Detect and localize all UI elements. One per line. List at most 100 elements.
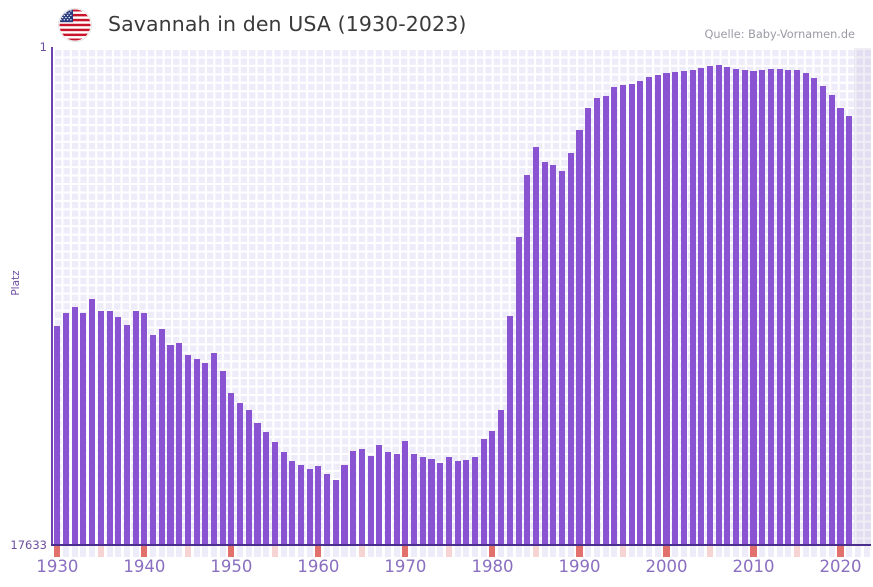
bar — [576, 129, 583, 545]
bar — [802, 72, 809, 545]
x-axis-label: 2010 — [732, 557, 775, 576]
x-axis-tick-minor — [646, 546, 653, 557]
bar — [724, 66, 731, 545]
bar — [63, 313, 70, 545]
bar — [567, 153, 574, 545]
x-axis-tick-minor — [785, 546, 792, 557]
bar — [733, 68, 740, 545]
bar — [384, 451, 392, 545]
x-axis-tick-minor — [706, 546, 714, 557]
x-axis-tick-minor — [106, 546, 113, 557]
x-axis-label: 1970 — [384, 557, 427, 576]
bar — [672, 71, 679, 545]
x-axis-tick-minor — [524, 546, 531, 557]
x-axis-tick-minor — [254, 546, 261, 557]
bar — [437, 462, 444, 545]
x-axis-tick-major — [315, 546, 322, 557]
x-axis-tick-minor — [289, 546, 296, 557]
x-axis-tick-strip — [53, 546, 871, 557]
bar — [680, 70, 687, 545]
x-axis-tick-minor — [341, 546, 348, 557]
x-axis-tick-major — [228, 546, 235, 557]
x-axis-tick-minor — [237, 546, 244, 557]
x-axis-tick-minor — [332, 546, 339, 557]
x-axis-tick-minor — [628, 546, 635, 557]
bar — [158, 329, 165, 545]
x-axis-tick-minor — [863, 546, 870, 557]
bar — [115, 317, 122, 545]
x-axis-tick-minor — [506, 546, 513, 557]
x-axis-tick-minor — [637, 546, 644, 557]
bar — [689, 69, 696, 545]
bar — [463, 459, 470, 545]
bar — [515, 236, 522, 545]
x-axis-tick-minor — [611, 546, 618, 557]
bar — [376, 444, 383, 545]
x-axis-tick-minor — [776, 546, 783, 557]
x-axis-tick-minor — [559, 546, 566, 557]
bar — [245, 409, 252, 545]
x-axis-label: 2020 — [819, 557, 862, 576]
bar — [506, 316, 513, 545]
bar — [150, 335, 157, 545]
x-axis-tick-minor — [219, 546, 226, 557]
bar — [646, 76, 653, 545]
bar — [193, 359, 200, 545]
x-axis-tick-minor — [428, 546, 435, 557]
x-axis-line — [51, 544, 871, 546]
bar — [263, 431, 270, 545]
y-axis-tick-bottom: 17633 — [10, 538, 47, 552]
x-axis-tick-major — [489, 546, 496, 557]
x-axis-tick-minor — [393, 546, 400, 557]
x-axis-tick-minor — [498, 546, 505, 557]
bar — [628, 83, 635, 545]
x-axis-tick-minor — [793, 546, 801, 557]
bar — [315, 466, 322, 545]
bar — [367, 455, 374, 545]
bar — [176, 343, 183, 545]
bar — [759, 69, 766, 545]
source-label: Quelle: Baby-Vornamen.de — [704, 28, 856, 41]
x-axis-tick-minor — [80, 546, 87, 557]
x-axis-tick-major — [750, 546, 757, 557]
x-axis-tick-minor — [567, 546, 574, 557]
x-axis-label: 1940 — [123, 557, 166, 576]
x-axis-tick-minor — [306, 546, 313, 557]
bar — [393, 453, 400, 545]
bar — [524, 175, 531, 545]
x-axis-tick-minor — [541, 546, 548, 557]
x-axis-labels: 1930 1940 1950 1960 1970 1980 1990 2000 2010 2020 — [0, 557, 873, 587]
bar — [80, 313, 87, 545]
x-axis-tick-minor — [158, 546, 165, 557]
x-axis-tick-minor — [532, 546, 539, 557]
x-axis-tick-minor — [263, 546, 270, 557]
bar — [541, 162, 548, 545]
x-axis-label: 1950 — [210, 557, 253, 576]
bar — [228, 392, 235, 545]
bar — [828, 94, 835, 545]
bar — [637, 80, 644, 545]
x-axis-tick-minor — [811, 546, 818, 557]
x-axis-tick-minor — [350, 546, 357, 557]
x-axis-tick-minor — [715, 546, 722, 557]
x-axis-tick-major — [141, 546, 148, 557]
x-axis-tick-minor — [802, 546, 809, 557]
x-axis-tick-major — [402, 546, 409, 557]
x-axis-label: 1990 — [558, 557, 601, 576]
bar — [750, 70, 757, 545]
bar — [445, 456, 452, 545]
bar — [411, 453, 418, 545]
bar — [254, 422, 261, 545]
bar — [219, 371, 226, 545]
bar — [715, 64, 722, 545]
bar — [167, 345, 174, 545]
x-axis-label: 2000 — [645, 557, 688, 576]
x-axis-tick-minor — [63, 546, 70, 557]
bar — [472, 456, 479, 545]
x-axis-tick-minor — [176, 546, 183, 557]
x-axis-tick-major — [576, 546, 583, 557]
bar — [619, 84, 627, 545]
y-axis-line — [51, 47, 53, 546]
x-axis-tick-minor — [123, 546, 130, 557]
x-axis-tick-minor — [97, 546, 104, 557]
